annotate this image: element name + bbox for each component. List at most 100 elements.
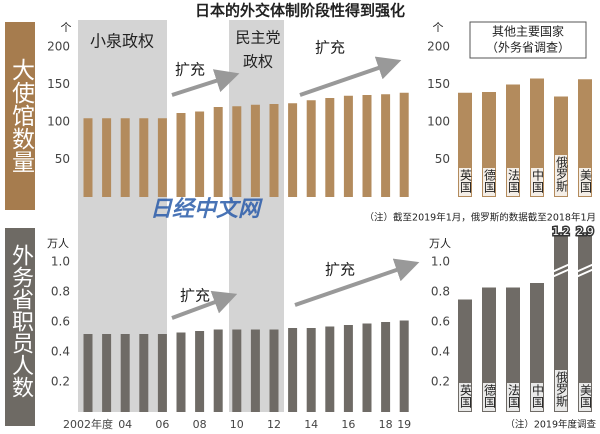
- legend-box-text: 其他主要国家: [492, 24, 564, 39]
- watermark: 日经中文网: [150, 196, 263, 222]
- x-tick-label: 16: [341, 418, 355, 431]
- category-label-bg: [483, 383, 495, 411]
- legend-box: [469, 21, 587, 59]
- bar: [306, 100, 316, 197]
- y-tick-label: 1.0: [431, 255, 450, 269]
- annotation: 扩充: [315, 39, 345, 57]
- bar: [102, 118, 112, 197]
- annotation: 扩充: [180, 287, 210, 305]
- x-tick-label: 英国: [459, 169, 473, 193]
- bar: [362, 323, 372, 412]
- x-tick-label: 19: [397, 418, 411, 431]
- bar: [139, 118, 149, 197]
- x-tick-label: 14: [304, 418, 318, 431]
- chart-title: 日本的外交体制阶段性得到强化: [195, 2, 405, 20]
- annotation: 扩充: [175, 61, 205, 79]
- y-tick-label: 0.4: [431, 345, 450, 359]
- bar: [288, 103, 298, 197]
- y-unit: 个: [433, 21, 444, 34]
- category-label-bg: [531, 383, 543, 411]
- x-tick-label: 2002年度: [63, 417, 113, 431]
- x-tick-label: 06: [155, 418, 169, 431]
- value-label: 2.9: [576, 225, 594, 238]
- bar: [250, 104, 260, 197]
- x-tick-label: 18: [379, 418, 393, 431]
- x-tick-label: 法国: [507, 384, 521, 408]
- bar: [232, 329, 242, 412]
- bar: [176, 332, 186, 412]
- x-tick-label: 中国: [531, 383, 545, 408]
- bar: [195, 331, 205, 412]
- value-label: 1.2: [552, 225, 570, 238]
- y-tick-label: 0.8: [431, 285, 450, 299]
- y-tick-label: 0.4: [51, 345, 70, 359]
- y-tick-label: 0.2: [431, 375, 450, 389]
- category-label-bg: [459, 383, 471, 411]
- x-tick-label: 英国: [459, 384, 473, 408]
- category-label-bg: [459, 168, 471, 196]
- bar: [325, 326, 335, 412]
- x-tick-label: 德国: [483, 383, 497, 408]
- annotation: 小泉政权: [90, 32, 154, 51]
- bar: [157, 118, 167, 197]
- y-unit: 万人: [47, 237, 69, 250]
- bar: [325, 98, 335, 197]
- y-tick-label: 50: [435, 152, 450, 166]
- bar: [157, 334, 167, 412]
- bar: [269, 329, 279, 412]
- arrow: [171, 290, 238, 320]
- bar: [120, 118, 130, 197]
- x-tick-label: 德国: [483, 168, 497, 193]
- bar: [269, 104, 279, 197]
- bar: [362, 95, 372, 197]
- bar: [530, 78, 544, 197]
- bar: [399, 92, 409, 197]
- y-tick-label: 0.6: [431, 315, 450, 329]
- axis-break: [575, 263, 595, 273]
- arrow: [294, 258, 420, 307]
- y-tick-label: 0.2: [51, 375, 70, 389]
- y-tick-label: 150: [47, 77, 70, 91]
- x-tick-label: 08: [193, 418, 207, 431]
- x-tick-label: 12: [267, 418, 281, 431]
- arrow: [299, 56, 402, 97]
- bar: [213, 107, 223, 197]
- annotation: 政权: [243, 53, 273, 71]
- annotation: 民主党: [235, 29, 280, 47]
- bar: [306, 328, 316, 412]
- x-tick-label: 俄罗斯: [555, 156, 569, 193]
- x-tick-label: 俄罗斯: [555, 371, 569, 408]
- y-tick-label: 150: [427, 77, 450, 91]
- bar: [213, 329, 223, 412]
- x-tick-label: 美国: [579, 384, 593, 408]
- bar: [232, 106, 242, 197]
- axis-break: [551, 268, 571, 278]
- bar: [139, 334, 149, 412]
- note: （注）2019年度调查: [505, 419, 596, 431]
- x-tick-label: 法国: [507, 169, 521, 193]
- bar: [120, 334, 130, 412]
- y-unit: 万人: [429, 237, 451, 250]
- note: （注）截至2019年1月，俄罗斯的数据截至2018年1月: [365, 212, 596, 224]
- y-tick-label: 50: [55, 152, 70, 166]
- bar: [530, 283, 544, 412]
- axis-break: [551, 263, 571, 273]
- category-label-bg: [579, 383, 591, 411]
- bar: [250, 329, 260, 412]
- bar: [482, 287, 496, 412]
- annotation: 扩充: [325, 261, 355, 279]
- category-label-bg: [507, 168, 519, 196]
- bar: [381, 94, 391, 197]
- x-tick-label: 中国: [531, 168, 545, 193]
- y-tick-label: 200: [47, 40, 70, 54]
- y-unit: 个: [61, 21, 72, 34]
- legend-box-text: （外务省调查）: [486, 40, 570, 55]
- bar: [343, 95, 353, 197]
- category-label-bg: [531, 168, 543, 196]
- bar: [195, 111, 205, 197]
- y-tick-label: 0.8: [51, 285, 70, 299]
- y-tick-label: 100: [427, 115, 450, 129]
- bar: [381, 322, 391, 412]
- bar: [176, 113, 186, 197]
- row-label: 大使馆数量: [8, 58, 36, 173]
